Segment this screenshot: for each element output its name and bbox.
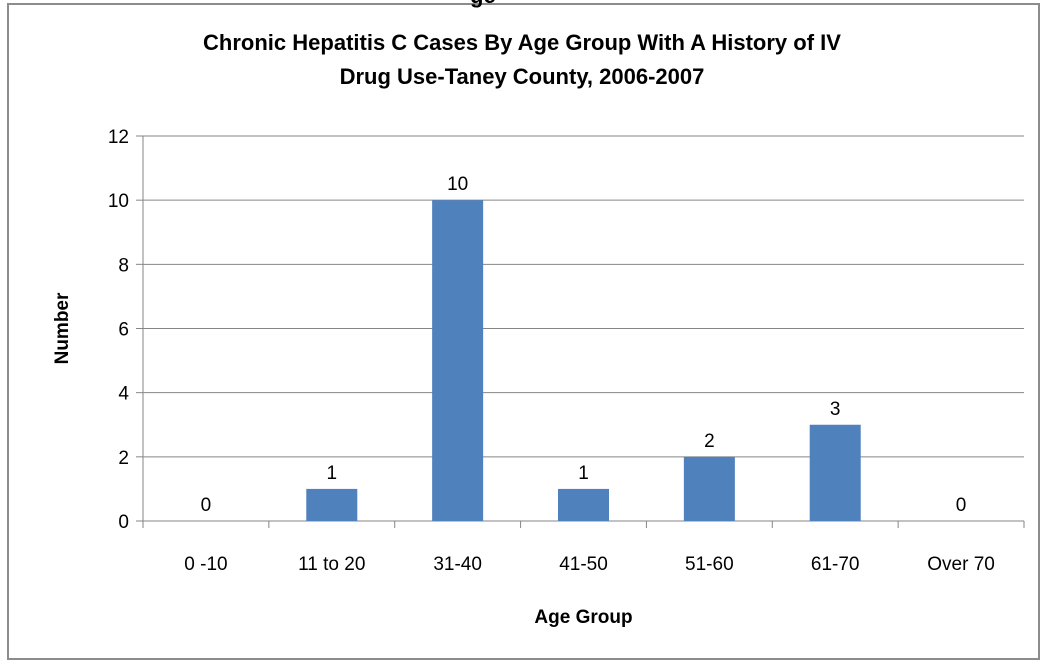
data-label: 0: [201, 495, 212, 516]
data-label: 1: [578, 463, 589, 484]
chart-frame: [7, 3, 1040, 660]
data-label: 2: [704, 431, 715, 452]
data-label: 1: [326, 463, 337, 484]
chart-title-line-2: Drug Use-Taney County, 2006-2007: [339, 64, 705, 89]
y-tick-label: 4: [118, 384, 129, 405]
bar-41-50: [558, 488, 609, 521]
x-category-label: 41-50: [559, 554, 608, 575]
y-axis-title: Number: [52, 292, 73, 364]
x-category-label: 11 to 20: [298, 554, 365, 575]
y-tick-label: 10: [108, 191, 129, 212]
x-category-label: Over 70: [927, 554, 995, 575]
y-tick-label: 12: [108, 127, 129, 148]
chart-title: Chronic Hepatitis C Cases By Age Group W…: [0, 26, 1044, 94]
y-tick-label: 0: [118, 512, 129, 533]
x-category-label: 31-40: [433, 554, 482, 575]
x-axis-title: Age Group: [534, 607, 632, 628]
bar-11-to-20: [306, 488, 358, 521]
x-category-label: 0 -10: [184, 554, 227, 575]
y-tick-label: 2: [118, 448, 129, 469]
x-category-label: 51-60: [685, 554, 734, 575]
y-tick-label: 8: [118, 255, 129, 276]
data-label: 0: [956, 495, 967, 516]
bar-51-60: [683, 456, 735, 521]
x-category-label: 61-70: [811, 554, 860, 575]
chart-title-line-1: Chronic Hepatitis C Cases By Age Group W…: [203, 30, 841, 55]
data-label: 3: [830, 399, 841, 420]
bar-61-70: [809, 424, 861, 521]
bar-31-40: [432, 200, 484, 521]
y-tick-label: 6: [118, 320, 129, 341]
clipped-title-fragment: ge: [470, 0, 700, 8]
data-label: 10: [447, 174, 468, 195]
